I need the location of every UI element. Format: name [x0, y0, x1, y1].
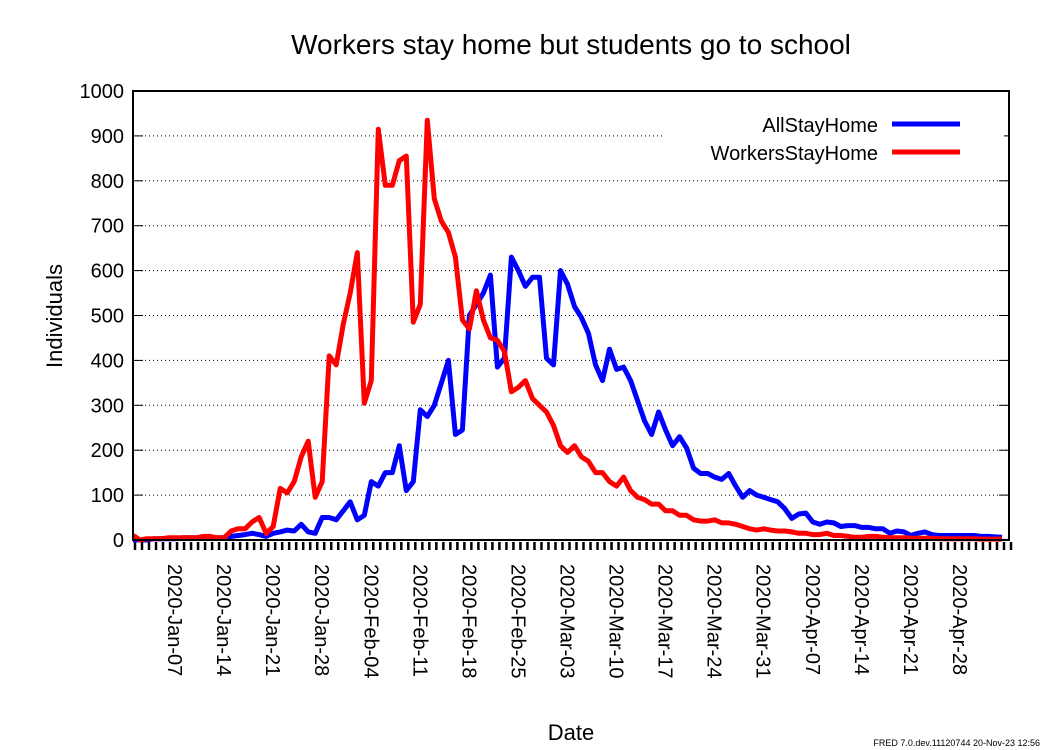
y-tick-label: 900	[91, 126, 124, 148]
legend-background	[664, 112, 1004, 168]
x-tick-label: 2020-Mar-10	[605, 564, 627, 679]
chart-title: Workers stay home but students go to sch…	[291, 29, 851, 60]
x-tick-label: 2020-Mar-24	[703, 564, 725, 679]
x-tick-label: 2020-Apr-14	[850, 564, 872, 675]
x-tick-label: 2020-Jan-21	[261, 564, 283, 676]
y-tick-label: 600	[91, 261, 124, 283]
footer-version-stamp: FRED 7.0.dev.11120744 20-Nov-23 12:56	[873, 738, 1040, 748]
x-tick-label: 2020-Feb-18	[457, 564, 479, 679]
y-tick-label: 100	[91, 485, 124, 507]
x-tick-label: 2020-Apr-07	[801, 564, 823, 675]
x-tick-label: 2020-Feb-25	[506, 564, 528, 679]
x-axis-ticks: 2020-Jan-07 2020-Jan-14 2020-Jan-21 2020-Ja…	[133, 542, 1013, 679]
legend-label-workersstayhome: WorkersStayHome	[711, 143, 878, 165]
plot-series	[131, 117, 1003, 543]
y-tick-label: 0	[113, 530, 124, 552]
x-tick-label: 2020-Mar-31	[752, 564, 774, 679]
series-line-workersstayhome	[131, 117, 1002, 543]
x-axis-label: Date	[548, 720, 594, 745]
y-tick-label: 400	[91, 350, 124, 372]
x-tick-label: 2020-Feb-04	[359, 564, 381, 679]
y-axis-label: Individuals	[42, 264, 67, 368]
x-tick-label: 2020-Mar-17	[654, 564, 676, 679]
plot-frame	[132, 90, 1010, 541]
y-tick-label: 500	[91, 306, 124, 328]
x-tick-label: 2020-Jan-28	[310, 564, 332, 676]
legend-label-allstayhome: AllStayHome	[762, 115, 878, 137]
x-tick-label: 2020-Apr-28	[948, 564, 970, 675]
y-tick-label: 700	[91, 216, 124, 238]
y-tick-label: 1000	[80, 81, 125, 103]
x-tick-label: 2020-Jan-14	[212, 564, 234, 676]
y-axis-ticks: 0 100 200 300 400 500 600 700 800 900 1000	[80, 81, 1009, 552]
grid-lines	[133, 135, 1009, 496]
x-tick-label: 2020-Mar-03	[556, 564, 578, 679]
series-line-allstayhome	[133, 254, 1003, 543]
x-tick-label: 2020-Jan-07	[163, 564, 185, 676]
x-tick-label: 2020-Apr-21	[899, 564, 921, 675]
y-tick-label: 300	[91, 395, 124, 417]
x-tick-label: 2020-Feb-11	[408, 564, 430, 677]
y-tick-label: 200	[91, 440, 124, 462]
legend: AllStayHome WorkersStayHome	[664, 112, 1004, 168]
y-tick-label: 800	[91, 171, 124, 193]
